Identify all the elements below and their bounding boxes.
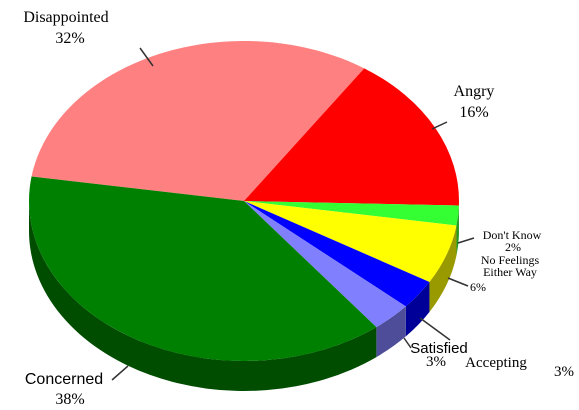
slice-label-concerned: Concerned — [25, 371, 103, 388]
slice-label-dont-know: Don't Know — [483, 228, 542, 242]
pie-side-satisfied — [376, 306, 406, 358]
pie-side-accepting — [405, 281, 430, 337]
slice-value-disappointed: 32% — [55, 30, 84, 47]
pie-slice-no-feelings-either-way — [244, 201, 457, 282]
slice-label-angry: Angry — [454, 83, 495, 100]
slice-label-no-feelings-line2: Either Way — [483, 265, 537, 279]
leader-line-1 — [431, 121, 448, 130]
slice-label-satisfied: Satisfied — [410, 340, 468, 357]
pie-depth-layer — [29, 201, 459, 392]
slice-value-satisfied: 3% — [426, 354, 446, 370]
leader-line-6 — [111, 365, 129, 381]
leader-lines — [111, 47, 475, 381]
pie-slice-don-t-know — [244, 201, 459, 226]
slice-value-concerned: 38% — [55, 391, 84, 408]
pie-slice-angry — [244, 68, 459, 206]
pie-side-concerned — [29, 201, 377, 392]
slice-label-disappointed: Disappointed — [23, 9, 108, 26]
pie-slice-disappointed — [31, 40, 365, 202]
pie-side-no-feelings-either-way — [429, 225, 457, 312]
slice-value-accepting: 3% — [554, 364, 574, 380]
leader-line-2 — [457, 237, 475, 244]
pie-slice-satisfied — [244, 201, 406, 328]
leader-line-4 — [419, 317, 451, 341]
slice-label-no-feelings-line1: No Feelings — [481, 253, 540, 267]
slice-value-no-feelings: 6% — [470, 280, 486, 294]
leader-line-0 — [139, 47, 154, 67]
pie-slice-concerned — [28, 176, 377, 361]
leader-line-5 — [403, 337, 412, 349]
slice-label-accepting: Accepting — [465, 355, 527, 371]
pie-slice-accepting — [244, 201, 430, 307]
leader-line-3 — [447, 277, 469, 287]
slice-value-dont-know: 2% — [505, 240, 521, 254]
slice-value-angry: 16% — [459, 104, 488, 121]
pie-top-layer — [28, 40, 459, 361]
